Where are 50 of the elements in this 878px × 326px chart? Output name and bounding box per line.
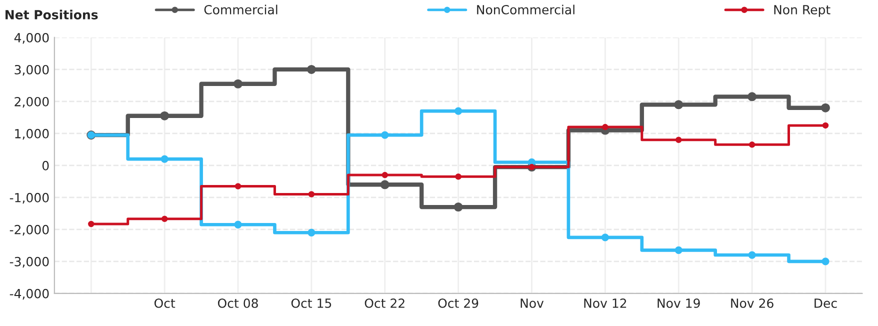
x-tick-label: Oct 22 [364,298,404,308]
y-tick-label: 2,000 [14,96,49,108]
legend-label: NonCommercial [477,4,574,14]
point [748,142,756,148]
point [308,228,316,236]
x-tick-label: Dec [814,298,837,308]
y-tick-label: -2,000 [10,224,49,236]
y-tick-label: -4,000 [10,288,49,300]
point [748,92,757,102]
point [160,155,168,163]
y-tick-label: -1,000 [10,192,49,204]
y-tick-label: -3,000 [10,256,49,268]
point [454,107,462,115]
y-tick-label: 3,000 [14,64,49,76]
point [601,234,609,242]
point [455,174,462,180]
point [602,124,608,130]
point [674,100,684,110]
point [234,79,243,88]
point [306,64,316,74]
point [454,202,463,212]
x-tick-label: Nov 19 [658,298,700,308]
x-tick-label: Oct 15 [291,298,332,308]
x-tick-label: Nov 12 [584,298,626,308]
x-tick-label: Oct [154,298,176,308]
point [822,122,829,129]
legend-label: Commercial [204,4,278,14]
point [748,251,756,259]
point [822,258,830,266]
chart-title: Net Positions [6,10,98,20]
point [308,191,315,198]
point [160,111,170,120]
x-tick-label: Nov [520,298,544,308]
point [381,131,389,139]
point [234,220,242,228]
point [382,172,388,178]
point [675,136,682,143]
y-tick-label: 0 [42,160,49,170]
point [161,216,168,222]
x-tick-label: Oct 29 [438,298,478,308]
point [234,183,242,190]
x-tick-label: Nov 26 [731,298,774,308]
y-tick-label: 4,000 [14,32,49,44]
point [820,103,830,112]
point [88,220,94,228]
point [380,180,390,190]
x-tick-label: Oct 08 [218,298,258,308]
point [674,246,682,254]
y-tick-label: 1,000 [15,128,49,140]
legend-label: Non Rept [774,5,830,17]
